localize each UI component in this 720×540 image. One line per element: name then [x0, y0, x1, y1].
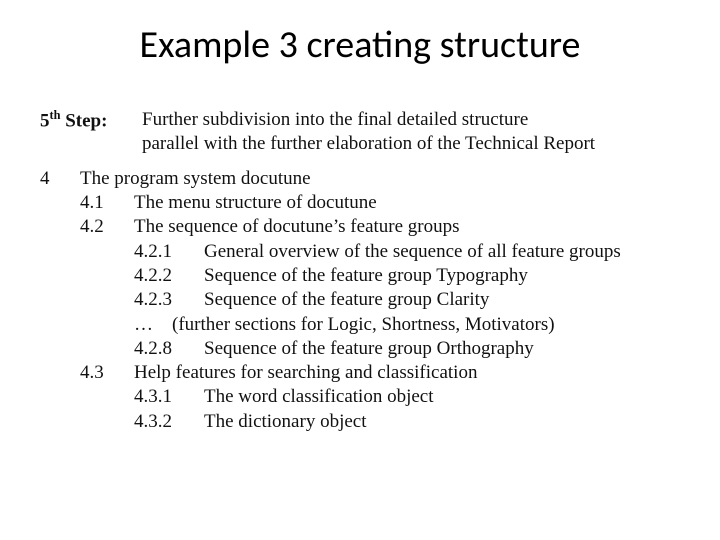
step-description: Further subdivision into the final detai… [142, 108, 680, 157]
outline-item-4-2: 4.2 The sequence of docutune’s feature g… [80, 215, 680, 239]
outline-num: 4.2 [80, 215, 134, 239]
outline-label: Sequence of the feature group Orthograph… [204, 337, 680, 361]
step-line-1: Further subdivision into the final detai… [142, 108, 680, 132]
outline-item-4-3-1: 4.3.1 The word classification object [134, 385, 680, 409]
outline-num: 4.3 [80, 361, 134, 385]
outline-num: 4.1 [80, 191, 134, 215]
outline-num: 4 [40, 167, 80, 191]
outline-label: The menu structure of docutune [134, 191, 680, 215]
step-line-2: parallel with the further elaboration of… [142, 132, 680, 156]
outline-item-4-2-3: 4.2.3 Sequence of the feature group Clar… [134, 288, 680, 312]
outline-ellipsis: … (further sections for Logic, Shortness… [134, 313, 680, 337]
step-num: 5 [40, 110, 50, 131]
slide: Example 3 creating structure 5th Step: F… [0, 0, 720, 540]
outline-label: Sequence of the feature group Typography [204, 264, 680, 288]
outline-item-4: 4 The program system docutune [40, 167, 680, 191]
outline-num: 4.2.8 [134, 337, 204, 361]
outline: 4 The program system docutune 4.1 The me… [40, 167, 680, 434]
outline-num: 4.2.1 [134, 240, 204, 264]
outline-label: The program system docutune [80, 167, 680, 191]
outline-item-4-3-2: 4.3.2 The dictionary object [134, 410, 680, 434]
outline-num: 4.3.1 [134, 385, 204, 409]
outline-num: 4.2.2 [134, 264, 204, 288]
step-row: 5th Step: Further subdivision into the f… [40, 108, 680, 157]
step-suffix: Step: [60, 110, 107, 131]
step-label: 5th Step: [40, 108, 142, 157]
outline-item-4-3: 4.3 Help features for searching and clas… [80, 361, 680, 385]
outline-num: 4.3.2 [134, 410, 204, 434]
outline-item-4-2-8: 4.2.8 Sequence of the feature group Orth… [134, 337, 680, 361]
slide-title: Example 3 creating structure [40, 22, 680, 68]
outline-label: General overview of the sequence of all … [204, 240, 680, 264]
step-ordinal: th [50, 108, 61, 122]
ellipsis-icon: … [134, 313, 172, 337]
outline-item-4-2-1: 4.2.1 General overview of the sequence o… [134, 240, 680, 264]
outline-label: The word classification object [204, 385, 680, 409]
slide-body: 5th Step: Further subdivision into the f… [40, 108, 680, 434]
outline-label: Sequence of the feature group Clarity [204, 288, 680, 312]
outline-num: 4.2.3 [134, 288, 204, 312]
outline-item-4-1: 4.1 The menu structure of docutune [80, 191, 680, 215]
outline-item-4-2-2: 4.2.2 Sequence of the feature group Typo… [134, 264, 680, 288]
outline-label: Help features for searching and classifi… [134, 361, 680, 385]
outline-label: The dictionary object [204, 410, 680, 434]
ellipsis-text: (further sections for Logic, Shortness, … [172, 313, 680, 337]
outline-label: The sequence of docutune’s feature group… [134, 215, 680, 239]
